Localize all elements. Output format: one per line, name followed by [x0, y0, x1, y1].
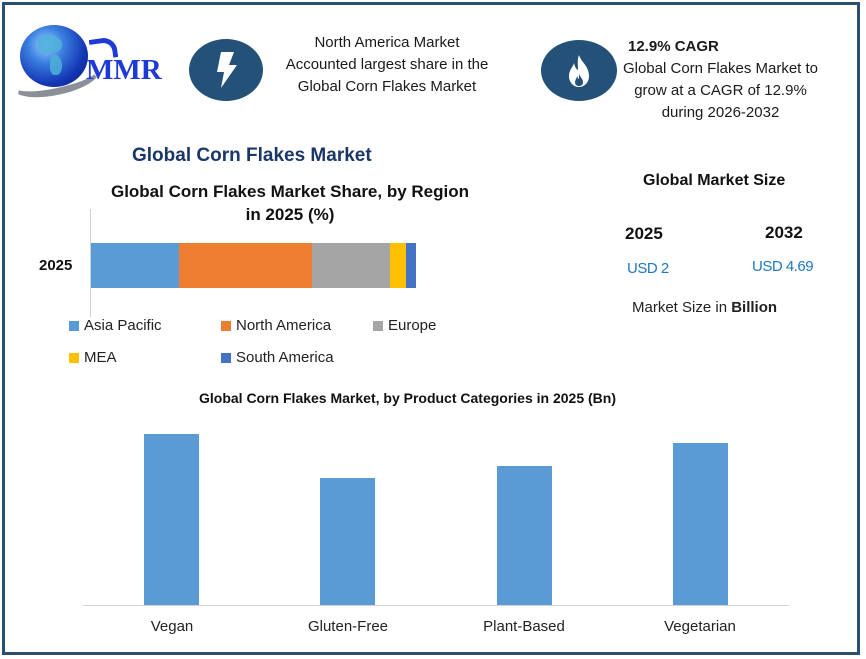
legend-swatch [69, 320, 79, 331]
legend-label: MEA [84, 349, 117, 366]
market-size-note: Market Size in Billion [632, 299, 777, 316]
cagr-title: 12.9% CAGR [628, 38, 719, 55]
legend-item-mea: MEA [69, 349, 117, 366]
legend-label: North America [236, 317, 332, 334]
fire-flame-icon [541, 40, 617, 101]
cagr-line-3: during 2026-2032 [661, 104, 780, 121]
globe-icon [20, 25, 88, 87]
market-size-note-prefix: Market Size in [632, 299, 732, 316]
product-bar-gluten-free [320, 478, 375, 605]
region-chart-axis [90, 209, 91, 317]
legend-swatch [69, 352, 79, 363]
legend-item-south-america: South America [221, 349, 334, 366]
region-callout-line-1: North America Market [314, 34, 460, 51]
market-size-value-2025: USD 2 [627, 260, 669, 277]
market-size-title: Global Market Size [643, 172, 786, 189]
legend-label: Asia Pacific [84, 317, 162, 334]
segment-europe [312, 243, 390, 288]
market-size-note-unit: Billion [731, 299, 778, 316]
market-size-year-2025: 2025 [625, 224, 663, 243]
region-chart-title: Global Corn Flakes Market Share, by Regi… [95, 180, 485, 226]
product-chart-title: Global Corn Flakes Market, by Product Ca… [199, 390, 616, 406]
region-chart-category-label: 2025 [39, 257, 73, 274]
legend-swatch [221, 320, 231, 331]
region-callout-line-2: Accounted largest share in the [285, 56, 489, 73]
region-chart-title-line-2: in 2025 (%) [245, 205, 335, 224]
region-callout-line-3: Global Corn Flakes Market [297, 78, 477, 95]
legend-label: Europe [388, 317, 437, 334]
legend-item-asia-pacific: Asia Pacific [69, 317, 162, 334]
mmr-logo: MMR [9, 22, 172, 104]
cagr-line-1: Global Corn Flakes Market to [622, 60, 819, 77]
product-bar-plant-based [497, 466, 552, 605]
product-bar-vegetarian [673, 442, 728, 605]
product-category-label: Vegan [150, 618, 194, 635]
product-category-label: Gluten-Free [307, 618, 389, 635]
region-callout: North America Market Accounted largest s… [262, 32, 512, 98]
legend-swatch [373, 320, 383, 331]
segment-south-america [406, 243, 416, 288]
logo-text: MMR [86, 54, 162, 86]
legend-swatch [221, 352, 231, 363]
legend-item-europe: Europe [373, 317, 436, 334]
lightning-bolt-icon [189, 39, 263, 101]
market-size-value-2032: USD 4.69 [752, 258, 814, 275]
main-title: Global Corn Flakes Market [132, 145, 372, 166]
segment-asia-pacific [91, 243, 179, 288]
product-chart-baseline [83, 605, 789, 606]
product-category-label: Vegetarian [664, 618, 736, 635]
market-size-year-2032: 2032 [765, 223, 803, 242]
cagr-callout: 12.9% CAGR Global Corn Flakes Market to … [618, 36, 823, 124]
cagr-line-2: grow at a CAGR of 12.9% [634, 82, 807, 99]
region-chart-title-line-1: Global Corn Flakes Market Share, by Regi… [110, 182, 470, 201]
segment-mea [390, 243, 407, 288]
segment-north-america [178, 243, 312, 288]
product-category-label: Plant-Based [483, 618, 565, 635]
product-bar-vegan [144, 434, 199, 605]
legend-item-north-america: North America [221, 317, 331, 334]
legend-label: South America [236, 349, 334, 366]
region-stacked-bar [91, 243, 416, 288]
